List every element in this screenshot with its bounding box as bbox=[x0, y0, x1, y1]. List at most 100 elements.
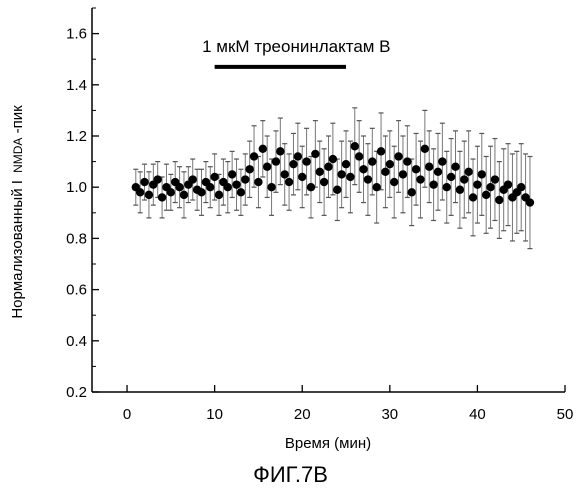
data-point bbox=[140, 178, 148, 186]
data-point bbox=[473, 180, 481, 188]
data-point bbox=[408, 188, 416, 196]
data-point bbox=[526, 198, 534, 206]
data-point bbox=[136, 188, 144, 196]
data-point bbox=[368, 157, 376, 165]
x-tick-label: 20 bbox=[294, 406, 311, 423]
y-tick-label: 1.4 bbox=[66, 77, 87, 94]
x-tick-label: 10 bbox=[206, 406, 223, 423]
data-point bbox=[307, 183, 315, 191]
data-point bbox=[504, 180, 512, 188]
y-tick-label: 0.4 bbox=[66, 333, 87, 350]
data-point bbox=[372, 183, 380, 191]
data-point bbox=[443, 183, 451, 191]
data-point bbox=[250, 152, 258, 160]
y-tick-label: 0.6 bbox=[66, 282, 87, 299]
data-point bbox=[434, 168, 442, 176]
data-point bbox=[355, 152, 363, 160]
data-point bbox=[324, 163, 332, 171]
data-point bbox=[464, 168, 472, 176]
data-point bbox=[302, 157, 310, 165]
data-point bbox=[167, 188, 175, 196]
x-tick-label: 0 bbox=[123, 406, 131, 423]
data-point bbox=[478, 170, 486, 178]
data-point bbox=[145, 191, 153, 199]
data-point bbox=[224, 183, 232, 191]
figure-caption: ФИГ.7В bbox=[0, 462, 581, 488]
data-point bbox=[364, 175, 372, 183]
data-point bbox=[517, 183, 525, 191]
data-point bbox=[482, 191, 490, 199]
data-point bbox=[180, 191, 188, 199]
y-tick-label: 1.0 bbox=[66, 179, 87, 196]
y-axis-title-suffix: -пик bbox=[9, 105, 26, 133]
data-point bbox=[153, 175, 161, 183]
data-point bbox=[416, 175, 424, 183]
data-point bbox=[175, 183, 183, 191]
data-point bbox=[197, 188, 205, 196]
y-axis-title-subscript: NMDA bbox=[11, 138, 25, 173]
data-point bbox=[390, 178, 398, 186]
data-point bbox=[316, 168, 324, 176]
data-point bbox=[281, 170, 289, 178]
data-point bbox=[460, 175, 468, 183]
data-point bbox=[333, 186, 341, 194]
data-point bbox=[158, 193, 166, 201]
data-point bbox=[438, 157, 446, 165]
data-point bbox=[359, 165, 367, 173]
data-point bbox=[425, 163, 433, 171]
data-point bbox=[298, 173, 306, 181]
data-point bbox=[215, 191, 223, 199]
data-point bbox=[412, 165, 420, 173]
data-point bbox=[267, 183, 275, 191]
data-point bbox=[259, 145, 267, 153]
data-point bbox=[421, 145, 429, 153]
data-point bbox=[342, 160, 350, 168]
data-point bbox=[245, 165, 253, 173]
data-point bbox=[320, 178, 328, 186]
data-point bbox=[210, 173, 218, 181]
y-axis-title: Нормализованный I NMDA -пик bbox=[9, 105, 26, 319]
treatment-label: 1 мкМ треонинлактам В bbox=[202, 37, 390, 56]
data-point bbox=[272, 157, 280, 165]
data-point bbox=[386, 160, 394, 168]
annotation-group: 1 мкМ треонинлактам В bbox=[202, 37, 390, 67]
data-point bbox=[403, 157, 411, 165]
y-tick-label: 1.2 bbox=[66, 128, 87, 145]
data-point bbox=[263, 163, 271, 171]
data-point bbox=[495, 196, 503, 204]
y-tick-label: 1.6 bbox=[66, 26, 87, 43]
x-tick-label: 50 bbox=[557, 406, 574, 423]
x-tick-label: 40 bbox=[469, 406, 486, 423]
data-point bbox=[447, 173, 455, 181]
data-point bbox=[206, 183, 214, 191]
data-point bbox=[329, 155, 337, 163]
data-point bbox=[351, 142, 359, 150]
x-axis-title: Время (мин) bbox=[285, 435, 371, 452]
data-point bbox=[289, 160, 297, 168]
data-point bbox=[451, 163, 459, 171]
data-point bbox=[399, 170, 407, 178]
data-point bbox=[294, 152, 302, 160]
data-point bbox=[491, 175, 499, 183]
y-axis-title-main: Нормализованный I bbox=[9, 180, 26, 319]
data-point bbox=[456, 186, 464, 194]
data-point bbox=[346, 173, 354, 181]
data-point bbox=[429, 180, 437, 188]
y-tick-label: 0.2 bbox=[66, 384, 87, 401]
data-point bbox=[337, 170, 345, 178]
data-point bbox=[469, 193, 477, 201]
data-point bbox=[232, 180, 240, 188]
data-point bbox=[237, 188, 245, 196]
data-point bbox=[276, 147, 284, 155]
data-point bbox=[254, 178, 262, 186]
data-point bbox=[189, 175, 197, 183]
data-point bbox=[377, 147, 385, 155]
data-point bbox=[394, 152, 402, 160]
data-point bbox=[241, 175, 249, 183]
data-point bbox=[285, 178, 293, 186]
axes: 0.2 0.4 0.6 0.8 1.0 1.2 1.4 1.6 0 10 20 30 40 50 bbox=[66, 8, 573, 423]
x-tick-label: 30 bbox=[381, 406, 398, 423]
data-point bbox=[381, 168, 389, 176]
y-tick-label: 0.8 bbox=[66, 230, 87, 247]
